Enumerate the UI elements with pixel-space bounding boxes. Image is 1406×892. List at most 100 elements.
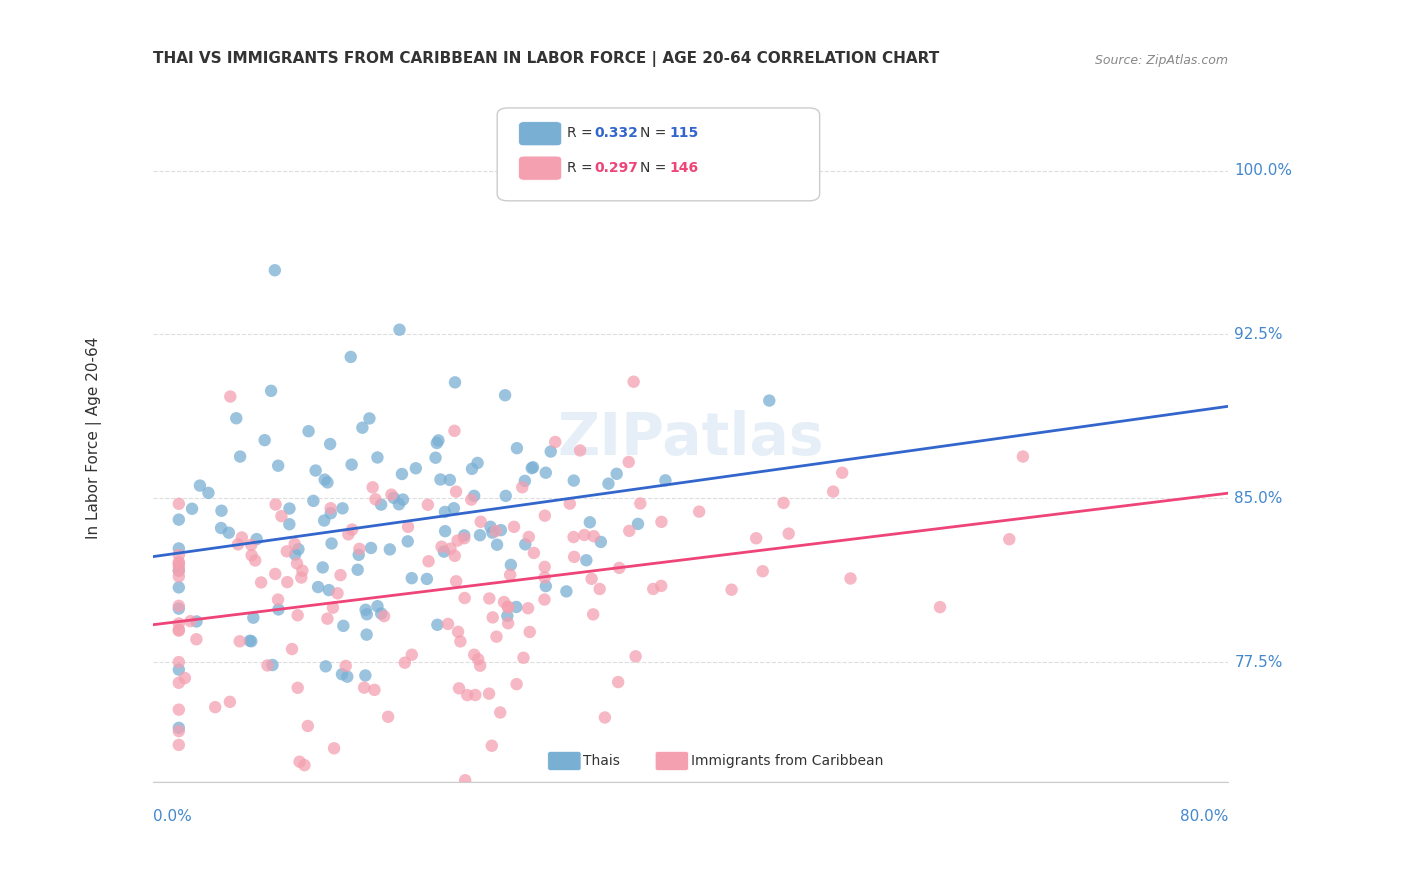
Point [167, 655, 190, 669]
Point [720, 582, 742, 597]
Point [167, 738, 190, 752]
Point [270, 509, 292, 524]
Point [446, 533, 468, 548]
Point [534, 508, 557, 523]
Point [533, 570, 555, 584]
Point [297, 719, 319, 733]
Point [512, 650, 534, 665]
Point [593, 710, 616, 724]
Point [392, 492, 415, 507]
Point [533, 592, 555, 607]
Point [294, 758, 316, 772]
Point [167, 564, 190, 578]
Point [479, 520, 502, 534]
Point [319, 501, 342, 516]
Point [218, 525, 240, 540]
Text: 77.5%: 77.5% [1234, 655, 1282, 670]
Text: 115: 115 [669, 127, 699, 140]
Point [447, 681, 470, 696]
Point [772, 496, 794, 510]
Point [582, 607, 605, 622]
Point [499, 567, 522, 582]
Point [401, 571, 423, 585]
Point [240, 548, 263, 562]
FancyBboxPatch shape [655, 751, 689, 771]
Text: 0.297: 0.297 [593, 161, 638, 175]
Point [562, 549, 585, 564]
Point [388, 497, 411, 511]
Point [467, 456, 489, 470]
Point [416, 572, 439, 586]
Point [349, 541, 371, 556]
Point [382, 491, 405, 505]
Text: N =: N = [640, 161, 671, 175]
Point [444, 574, 467, 589]
Point [499, 558, 522, 572]
Point [186, 632, 208, 647]
Point [347, 548, 370, 562]
Point [1012, 450, 1035, 464]
Point [181, 501, 204, 516]
Point [319, 506, 342, 520]
Point [321, 536, 343, 550]
Point [290, 570, 312, 584]
Text: N =: N = [640, 127, 671, 140]
Point [575, 553, 598, 567]
Point [443, 501, 465, 516]
Point [284, 537, 307, 551]
Point [544, 434, 567, 449]
Point [197, 486, 219, 500]
Point [534, 579, 557, 593]
Point [316, 612, 339, 626]
Point [534, 466, 557, 480]
Point [264, 566, 287, 581]
Point [607, 561, 630, 575]
Point [495, 489, 517, 503]
Point [467, 652, 489, 666]
Point [380, 488, 402, 502]
FancyBboxPatch shape [519, 121, 561, 145]
Text: Immigrants from Caribbean: Immigrants from Caribbean [690, 754, 883, 768]
Point [569, 443, 592, 458]
Point [314, 514, 336, 528]
Point [443, 549, 465, 563]
Point [453, 528, 475, 542]
Point [624, 649, 647, 664]
Point [262, 658, 284, 673]
Point [267, 592, 290, 607]
Point [454, 773, 477, 788]
Point [460, 492, 482, 507]
Point [510, 480, 533, 494]
Point [245, 553, 267, 567]
Point [444, 484, 467, 499]
Point [302, 494, 325, 508]
Point [188, 478, 211, 492]
Point [579, 516, 602, 530]
Point [520, 461, 543, 475]
Point [391, 467, 413, 481]
Text: 92.5%: 92.5% [1234, 327, 1284, 342]
Point [330, 667, 353, 681]
Point [654, 473, 676, 487]
Point [449, 634, 471, 648]
Point [751, 564, 773, 578]
Point [489, 523, 512, 537]
Point [239, 633, 262, 648]
Point [485, 630, 508, 644]
Point [281, 642, 304, 657]
Point [396, 520, 419, 534]
Point [167, 569, 190, 583]
Point [226, 537, 249, 551]
Point [643, 582, 665, 596]
Point [439, 541, 461, 556]
Point [167, 581, 190, 595]
Point [361, 480, 384, 494]
Point [297, 424, 319, 438]
Point [354, 668, 377, 682]
Point [373, 609, 395, 624]
Text: R =: R = [567, 161, 598, 175]
Point [329, 568, 352, 582]
Point [619, 524, 641, 538]
Point [314, 473, 336, 487]
Point [167, 548, 190, 562]
